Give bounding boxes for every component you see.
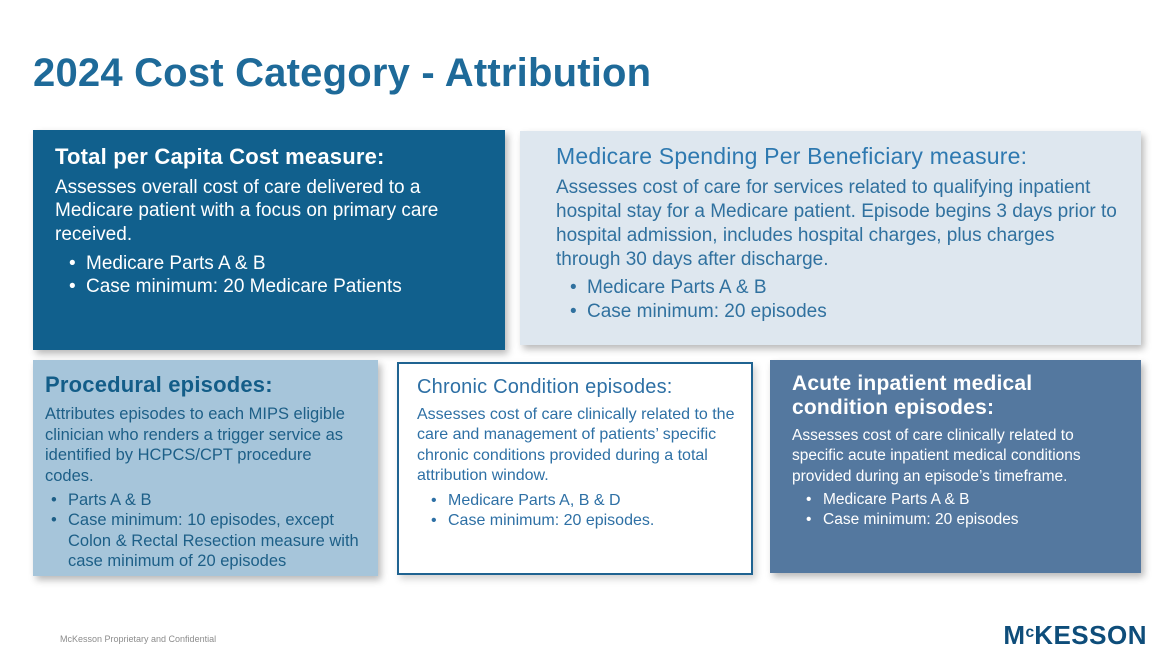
- box-body: Assesses overall cost of care delivered …: [55, 177, 439, 245]
- bullet-item: Case minimum: 10 episodes, except Colon …: [51, 510, 364, 572]
- bullet-item: Case minimum: 20 episodes: [806, 510, 1121, 530]
- bullet-item: Case minimum: 20 Medicare Patients: [69, 275, 483, 299]
- box-body: Assesses cost of care clinically related…: [792, 427, 1081, 485]
- page-title: 2024 Cost Category - Attribution: [33, 50, 652, 95]
- bullet-item: Medicare Parts A, B & D: [431, 491, 737, 512]
- box-heading: Medicare Spending Per Beneficiary measur…: [556, 143, 1028, 169]
- box-acute-inpatient-episodes: Acute inpatient medical condition episod…: [770, 360, 1141, 573]
- bullet-list: Medicare Parts A & B Case minimum: 20 ep…: [556, 276, 1117, 324]
- box-heading: Chronic Condition episodes:: [417, 376, 673, 398]
- logo-rest: KESSON: [1034, 620, 1147, 650]
- box-chronic-condition-episodes: Chronic Condition episodes: Assesses cos…: [397, 362, 753, 575]
- bullet-item: Parts A & B: [51, 490, 364, 511]
- box-heading: Acute inpatient medical condition episod…: [792, 372, 1033, 420]
- bullet-item: Case minimum: 20 episodes: [570, 300, 1117, 324]
- bullet-list: Parts A & B Case minimum: 10 episodes, e…: [45, 490, 364, 573]
- bullet-list: Medicare Parts A & B Case minimum: 20 ep…: [792, 490, 1121, 530]
- box-procedural-episodes: Procedural episodes: Attributes episodes…: [33, 360, 378, 576]
- box-body: Attributes episodes to each MIPS eligibl…: [45, 405, 345, 485]
- mckesson-logo: McKESSON: [1003, 620, 1147, 651]
- box-heading: Procedural episodes:: [45, 372, 273, 397]
- box-medicare-spending-per-beneficiary: Medicare Spending Per Beneficiary measur…: [520, 131, 1141, 345]
- bullet-item: Medicare Parts A & B: [69, 252, 483, 276]
- box-total-per-capita-cost: Total per Capita Cost measure: Assesses …: [33, 130, 505, 350]
- box-heading: Total per Capita Cost measure:: [55, 144, 385, 169]
- bullet-item: Case minimum: 20 episodes.: [431, 511, 737, 532]
- bullet-item: Medicare Parts A & B: [570, 276, 1117, 300]
- bullet-item: Medicare Parts A & B: [806, 490, 1121, 510]
- logo-letter-m: M: [1003, 620, 1026, 650]
- box-body: Assesses cost of care for services relat…: [556, 177, 1117, 270]
- box-body: Assesses cost of care clinically related…: [417, 406, 735, 485]
- bullet-list: Medicare Parts A & B Case minimum: 20 Me…: [55, 252, 483, 299]
- logo-letter-c: c: [1025, 623, 1035, 641]
- bullet-list: Medicare Parts A, B & D Case minimum: 20…: [417, 491, 737, 532]
- footer-disclaimer: McKesson Proprietary and Confidential: [60, 634, 217, 644]
